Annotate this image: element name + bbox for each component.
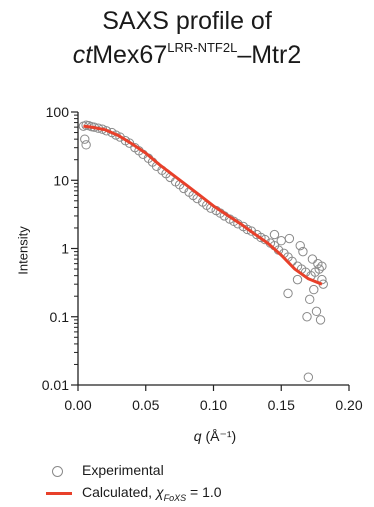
calculated-line xyxy=(83,124,323,286)
experimental-point xyxy=(283,288,293,299)
x-tick-label: 0.20 xyxy=(335,397,362,413)
y-tick-label: 100 xyxy=(46,104,70,120)
experimental-point xyxy=(292,274,303,285)
legend-experimental-label: Experimental xyxy=(82,462,164,478)
title-suffix: –Mtr2 xyxy=(237,41,302,69)
experimental-point xyxy=(80,134,90,144)
experimental-point xyxy=(81,140,91,150)
legend-chi-value: = 1.0 xyxy=(186,484,222,500)
legend-circle-marker xyxy=(46,464,74,478)
title-main: Mex67 xyxy=(92,41,168,69)
y-tick-label: 10 xyxy=(53,172,69,188)
x-tick-label: 0.05 xyxy=(132,397,159,413)
legend-calculated-label: Calculated, xyxy=(82,484,156,500)
chart-title-line2: ctMex67LRR-NTF2L–Mtr2 xyxy=(0,40,374,70)
x-axis-var: q xyxy=(193,428,202,444)
experimental-point xyxy=(309,284,319,295)
experimental-point xyxy=(305,294,315,305)
legend-experimental: Experimental xyxy=(46,462,164,478)
x-tick-label: 0.15 xyxy=(268,397,295,413)
legend-chi: χFoXS xyxy=(155,484,187,503)
experimental-point xyxy=(313,258,323,269)
x-axis-unit: (Å⁻¹) xyxy=(205,428,237,444)
legend-line-marker xyxy=(46,486,74,500)
experimental-point xyxy=(276,236,286,246)
experimental-point xyxy=(269,229,280,240)
experimental-point xyxy=(303,372,314,382)
experimental-point xyxy=(298,246,308,257)
experimental-point xyxy=(124,138,135,148)
experimental-point xyxy=(307,254,318,264)
experimental-point xyxy=(302,312,312,322)
x-tick-label: 0.10 xyxy=(200,397,227,413)
chart-title-line1: SAXS profile of xyxy=(102,7,272,35)
experimental-point xyxy=(246,226,257,236)
title-superscript: LRR-NTF2L xyxy=(167,39,238,55)
y-tick-label: 0.01 xyxy=(42,377,69,393)
experimental-point xyxy=(284,233,295,244)
legend-calculated: Calculated, χFoXS = 1.0 xyxy=(46,484,222,503)
x-tick-label: 0.00 xyxy=(64,397,91,413)
experimental-point xyxy=(242,224,253,235)
y-axis-label: Intensity xyxy=(15,226,31,275)
experimental-point xyxy=(315,315,326,325)
experimental-point xyxy=(314,264,324,274)
experimental-point xyxy=(311,306,322,317)
experimental-point xyxy=(295,240,305,251)
y-tick-label: 0.1 xyxy=(50,309,70,325)
title-prefix: ct xyxy=(72,41,93,69)
x-axis-label: q (Å⁻¹) xyxy=(150,428,280,445)
y-tick-label: 1 xyxy=(61,241,69,257)
